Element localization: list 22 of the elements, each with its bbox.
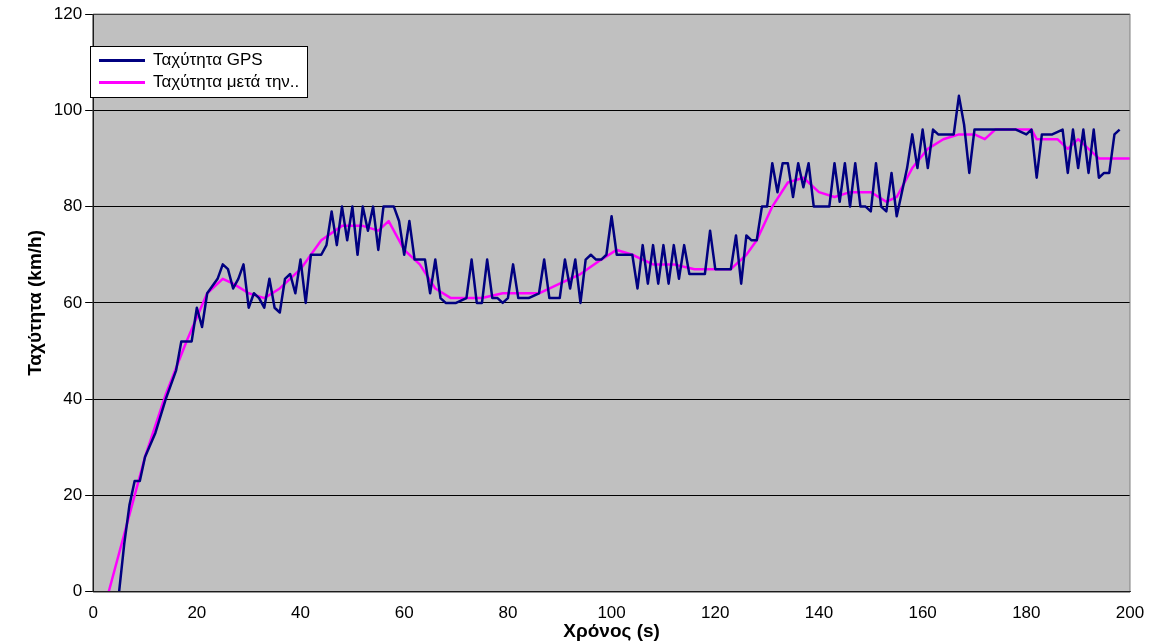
legend-label: Ταχύτητα μετά την..: [153, 72, 300, 92]
x-tick-label: 160: [908, 602, 937, 622]
x-tick-label: 80: [498, 602, 518, 622]
x-tick-label: 180: [1012, 602, 1041, 622]
y-tick-label: 80: [63, 196, 83, 216]
y-tick-label: 60: [63, 292, 83, 312]
x-tick-label: 100: [597, 602, 626, 622]
x-tick-label: 40: [291, 602, 310, 622]
x-tick-label: 140: [804, 602, 834, 622]
x-axis-title: Χρόνος (s): [563, 619, 660, 641]
y-tick-label: 20: [63, 485, 83, 505]
legend-label: Ταχύτητα GPS: [153, 50, 263, 70]
x-tick-label: 200: [1115, 602, 1145, 622]
y-tick-label: 40: [63, 388, 83, 408]
x-tick-label: 0: [88, 602, 98, 622]
y-axis-title: Ταχύτητα (km/h): [23, 229, 45, 376]
y-tick-label: 0: [72, 581, 83, 601]
y-tick-label: 100: [53, 99, 83, 119]
x-tick-label: 120: [701, 602, 730, 622]
y-tick-label: 120: [53, 3, 83, 23]
x-tick-label: 60: [394, 602, 414, 622]
x-tick-label: 20: [187, 602, 207, 622]
